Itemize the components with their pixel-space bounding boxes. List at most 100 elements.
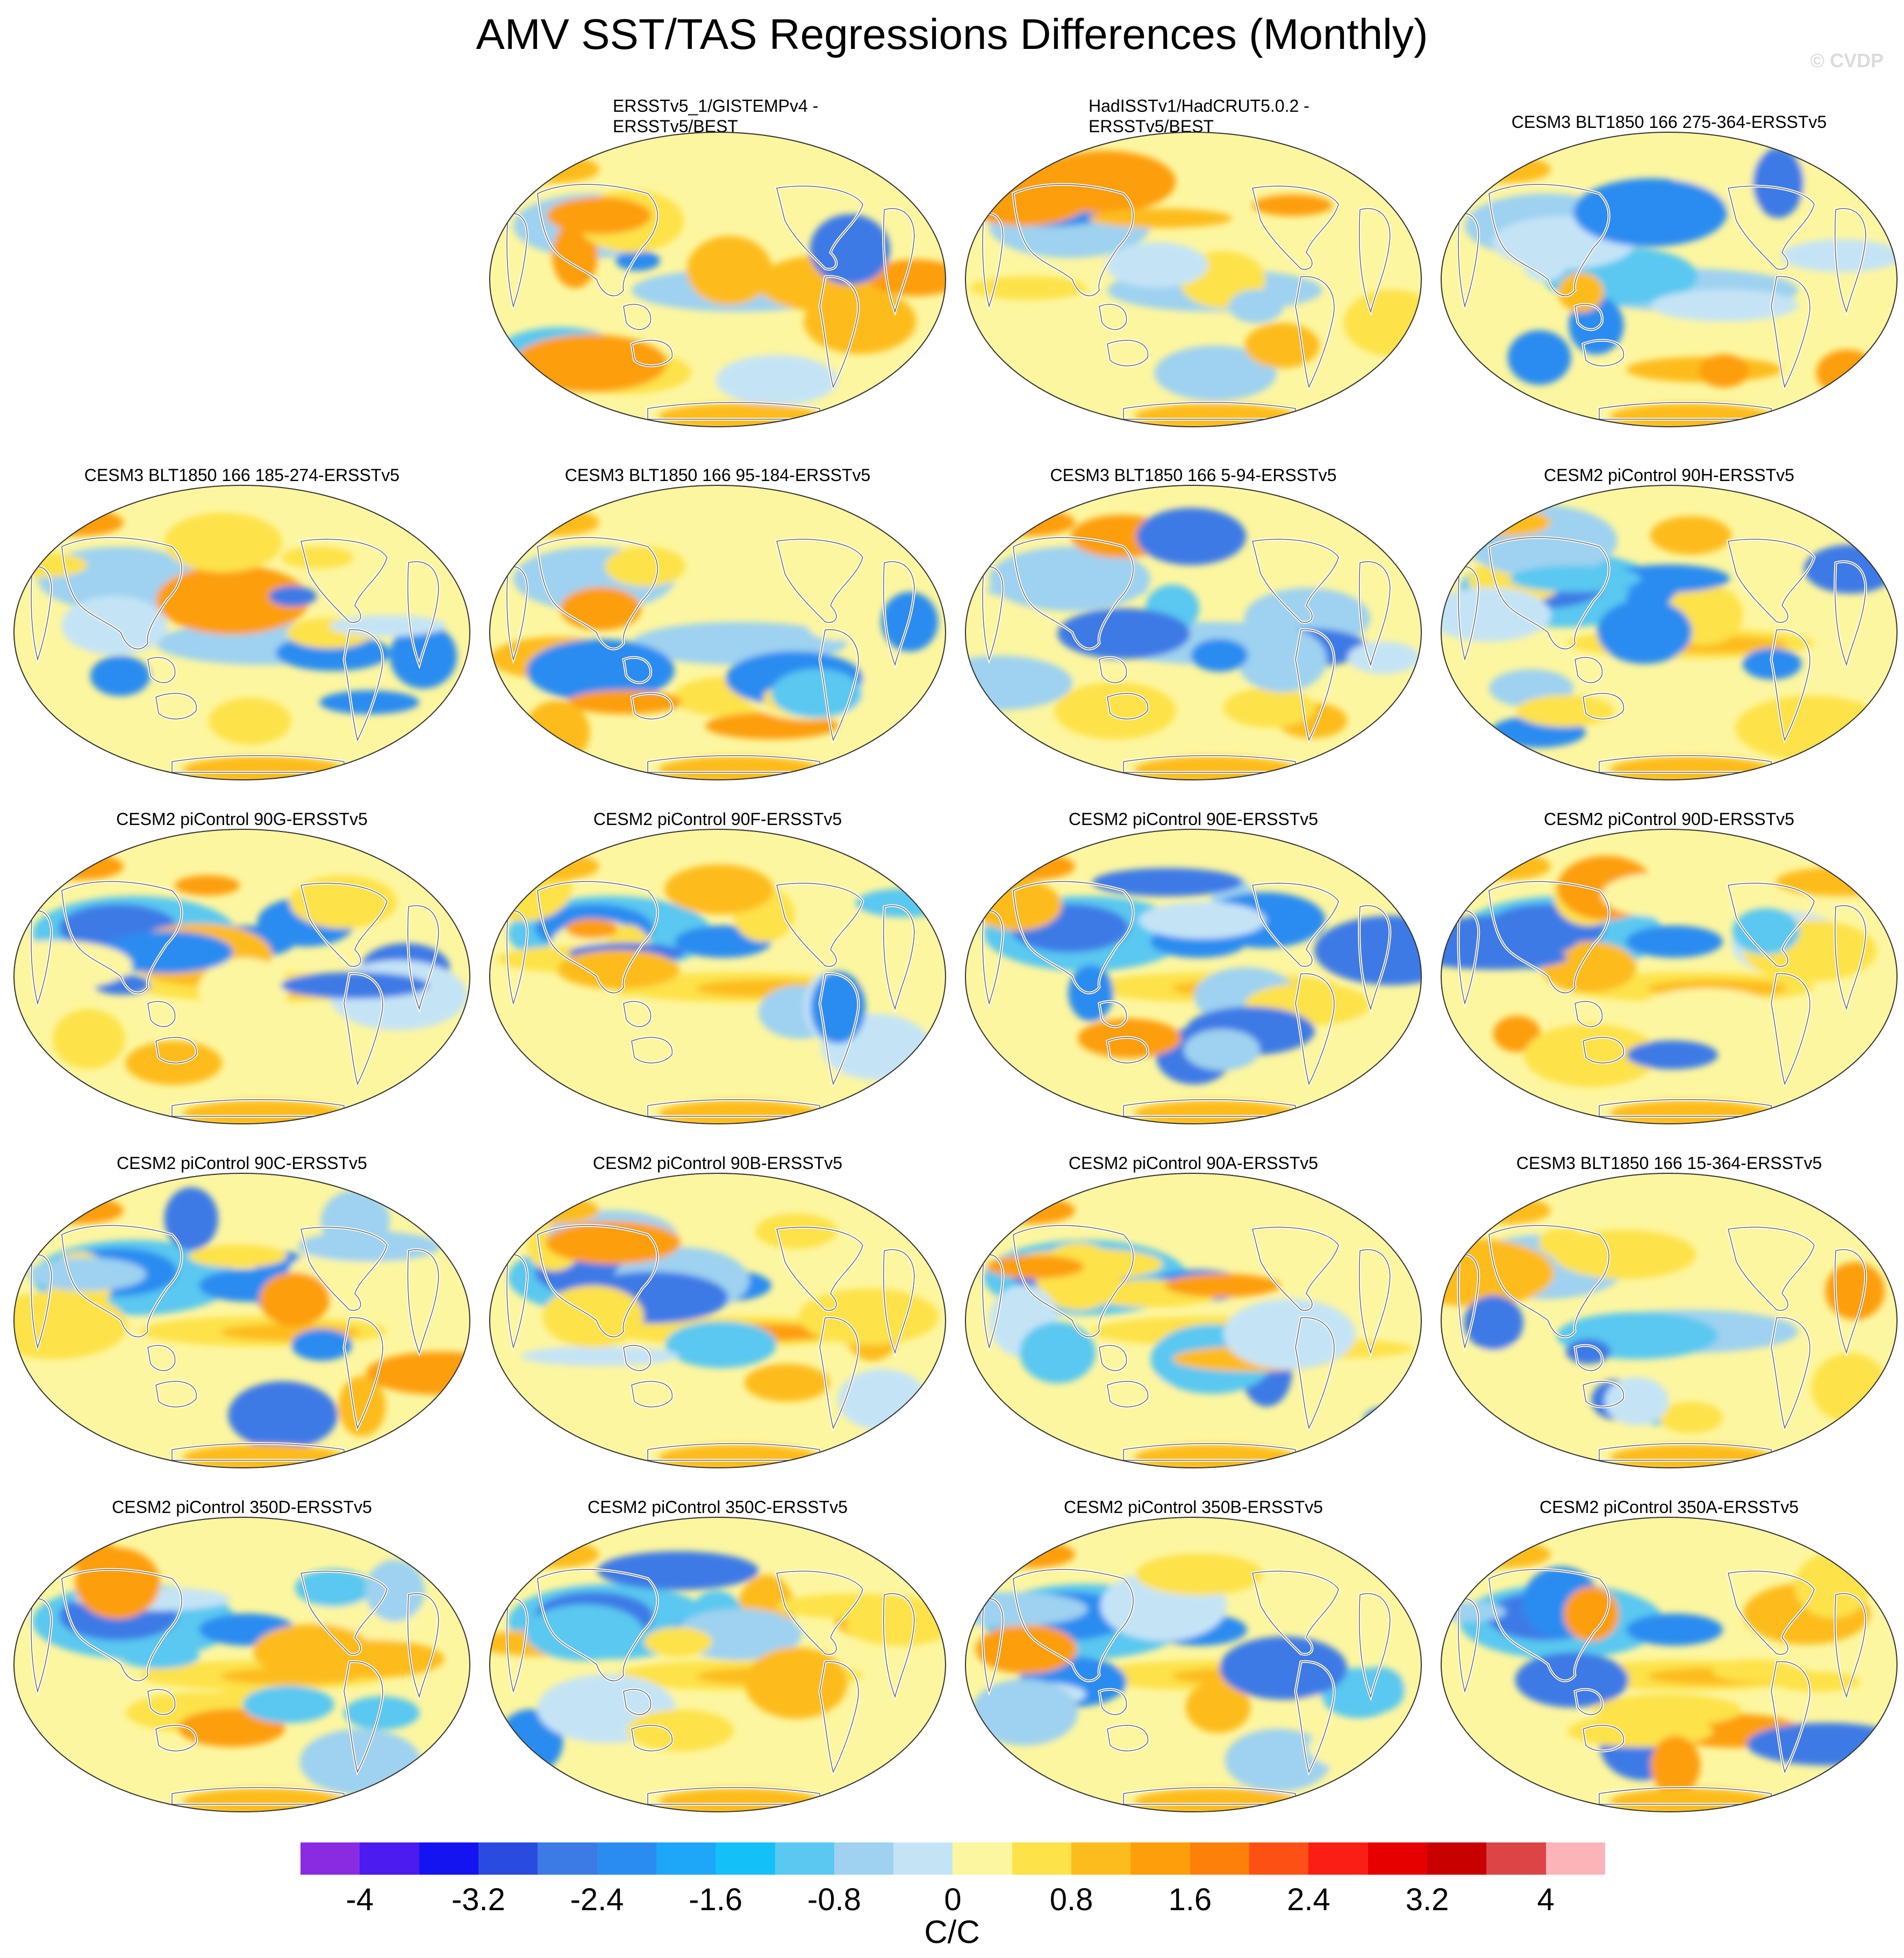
coastline-outline: [1295, 276, 1335, 389]
anomaly-region: [513, 156, 599, 183]
coastline-outline: [1013, 881, 1134, 993]
anomaly-region: [989, 509, 1075, 536]
panel-title: CESM3 BLT1850 166 275-364-ERSSTv5: [1511, 112, 1827, 132]
coastline-outline: [1583, 1725, 1624, 1752]
anomaly-map: [1441, 485, 1898, 780]
coastline-outline: [623, 1345, 652, 1371]
map-panel: CESM2 piControl 350D-ERSSTv5: [5, 1481, 478, 1825]
anomaly-region: [1553, 1230, 1696, 1279]
coastline-outline: [537, 1225, 658, 1337]
colorbar-swatch: [953, 1842, 1012, 1875]
coastline-outline: [623, 1001, 652, 1027]
anomaly-region: [986, 580, 1148, 601]
coastline-outline: [647, 1787, 820, 1805]
anomaly-map: [13, 485, 470, 780]
anomaly-region: [986, 1255, 1084, 1279]
coastline-outline: [155, 1037, 197, 1064]
map-border: [489, 1517, 946, 1812]
anomaly-region: [1776, 867, 1897, 896]
coastline-outline: [300, 1227, 388, 1311]
coastline-outline: [171, 755, 345, 773]
coastline-outline: [1458, 213, 1479, 308]
coastline-outline: [1358, 1249, 1391, 1354]
colorbar-swatch: [597, 1842, 656, 1875]
anomaly-region: [1465, 156, 1551, 183]
anomaly-region: [269, 586, 317, 607]
coastline-outline: [1099, 304, 1127, 330]
coastline-outline: [1252, 883, 1339, 967]
map-border: [13, 1517, 470, 1812]
coastline-outline: [1252, 1227, 1339, 1311]
anomaly-region: [164, 512, 282, 572]
colorbar-swatch: [1190, 1842, 1249, 1875]
coastline-outline: [31, 1598, 52, 1693]
map-border: [489, 1173, 946, 1468]
anomaly-region: [868, 259, 946, 296]
colorbar-swatch: [419, 1842, 478, 1875]
anomaly-region: [597, 1551, 759, 1590]
coastline-outline: [1099, 1689, 1127, 1715]
anomaly-map: [965, 1517, 1422, 1812]
anomaly-region: [1650, 516, 1731, 555]
anomaly-region: [1054, 682, 1176, 740]
anomaly-region: [304, 1640, 445, 1678]
map-panel: CESM3 BLT1850 166 15-364-ERSSTv5: [1433, 1137, 1904, 1481]
coastline-outline: [537, 537, 658, 649]
colorbar-swatch: [1545, 1842, 1605, 1875]
coastline-outline: [1771, 1317, 1810, 1430]
anomaly-region: [338, 1376, 386, 1437]
map-panel: CESM2 piControl 90G-ERSSTv5: [5, 793, 478, 1137]
coastline-outline: [1599, 755, 1772, 773]
coastline-outline: [1599, 1787, 1772, 1805]
coastline-outline: [631, 340, 673, 367]
anomaly-region: [242, 1686, 334, 1723]
coastline-outline: [1358, 1593, 1391, 1698]
anomaly-region: [1314, 915, 1421, 985]
coastline-outline: [883, 905, 915, 1010]
coastline-outline: [1771, 973, 1810, 1086]
map-border: [1441, 1173, 1898, 1468]
coastline-outline: [1834, 561, 1866, 666]
anomaly-region: [1825, 1262, 1885, 1320]
anomaly-region: [164, 1187, 218, 1251]
coastline-outline: [300, 539, 388, 623]
coastline-outline: [776, 883, 863, 967]
map-border: [1441, 485, 1898, 780]
anomaly-region: [119, 1644, 200, 1669]
anomaly-region: [1136, 507, 1247, 565]
coastline-outline: [1771, 276, 1810, 389]
anomaly-map: [965, 132, 1422, 427]
map-panel: CESM2 piControl 90F-ERSSTv5: [481, 793, 954, 1137]
map-border: [965, 485, 1422, 780]
coastline-outline: [631, 1037, 673, 1064]
coastline-outline: [1013, 1225, 1134, 1337]
anomaly-region: [175, 875, 240, 896]
coastline-outline: [1583, 1037, 1624, 1064]
anomaly-region: [53, 1009, 125, 1069]
anomaly-region: [1507, 330, 1571, 385]
anomaly-region: [1135, 1553, 1263, 1596]
coastline-outline: [506, 910, 528, 1005]
coastline-outline: [883, 1249, 915, 1354]
map-panel: CESM2 piControl 90D-ERSSTv5: [1433, 793, 1904, 1137]
anomaly-region: [281, 972, 429, 999]
anomaly-region: [1794, 1553, 1871, 1618]
anomaly-region: [560, 587, 642, 630]
map-panel: CESM2 piControl 90B-ERSSTv5: [481, 1137, 954, 1481]
colorbar-tick-labels: -4 -3.2 -2.4 -1.6 -0.8 0 0.8 1.6 2.4 3.2 4: [0, 1881, 1904, 1919]
anomaly-region: [1565, 1339, 1611, 1364]
colorbar-swatch: [834, 1842, 894, 1875]
panel-title: CESM2 piControl 90E-ERSSTv5: [1068, 809, 1319, 829]
coastline-outline: [506, 1598, 528, 1693]
colorbar-swatch: [1012, 1842, 1072, 1875]
coastline-outline: [1488, 1569, 1609, 1681]
anomaly-region: [1658, 1401, 1723, 1433]
anomaly-region: [808, 613, 869, 641]
anomaly-region: [1735, 695, 1888, 761]
coastline-outline: [407, 905, 439, 1010]
coastline-outline: [1458, 566, 1479, 661]
coastline-outline: [1099, 657, 1127, 683]
anomaly-region: [38, 1541, 124, 1568]
coastline-outline: [1599, 1099, 1772, 1117]
coastline-outline: [1599, 1443, 1772, 1461]
